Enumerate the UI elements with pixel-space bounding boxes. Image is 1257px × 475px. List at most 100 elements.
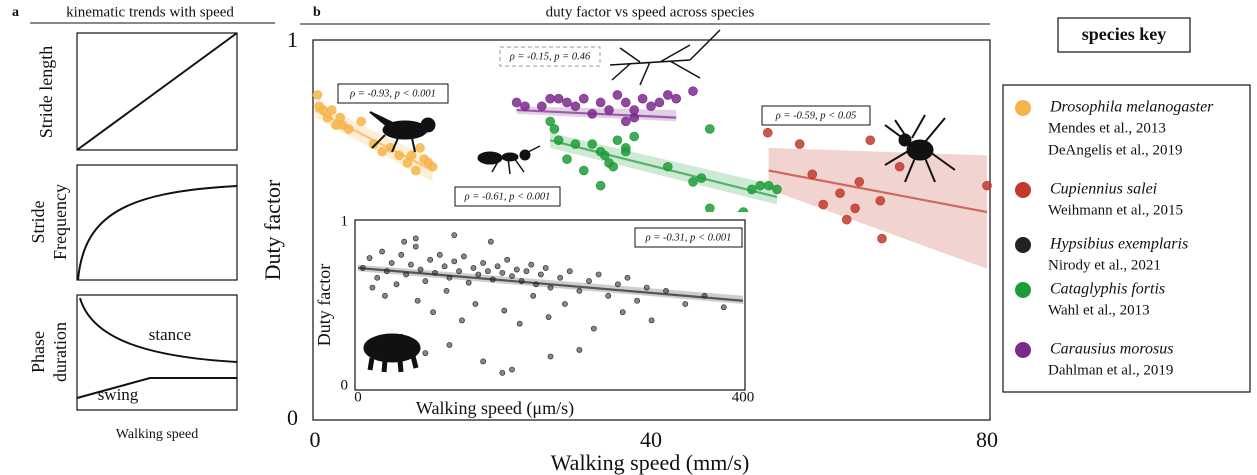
panel-title: kinematic trends with speed <box>66 4 234 20</box>
data-point <box>370 285 375 290</box>
data-point <box>538 272 543 277</box>
data-point <box>357 117 366 126</box>
data-point <box>413 236 418 241</box>
data-point <box>647 102 656 111</box>
curve-label: swing <box>98 385 139 404</box>
data-point <box>983 181 992 190</box>
data-point <box>488 239 493 244</box>
data-point <box>505 257 510 262</box>
data-point <box>437 252 442 257</box>
data-point <box>764 181 773 190</box>
data-point <box>456 269 461 274</box>
x-tick-label: 0 <box>354 389 362 405</box>
data-point <box>621 117 630 126</box>
data-point <box>524 269 529 274</box>
data-point <box>836 189 845 198</box>
data-point <box>543 265 548 270</box>
data-point <box>529 262 534 267</box>
annotation: ρ = -0.15, p = 0.46 <box>509 51 591 62</box>
data-point <box>327 106 336 115</box>
data-point <box>579 94 588 103</box>
legend-marker <box>1015 100 1031 116</box>
inset-y-label: Duty factor <box>314 264 334 346</box>
data-point <box>756 181 765 190</box>
data-point <box>621 98 630 107</box>
data-point <box>509 367 514 372</box>
data-point <box>588 140 597 149</box>
x-axis-label: Walking speed (mm/s) <box>551 450 750 475</box>
data-point <box>481 359 486 364</box>
stick-insect-silhouette <box>610 30 720 85</box>
data-point <box>773 185 782 194</box>
legend-name: Drosophila melanogaster <box>1049 99 1214 116</box>
data-point <box>689 87 698 96</box>
data-point <box>509 274 514 279</box>
data-point <box>485 269 490 274</box>
data-point <box>649 318 654 323</box>
legend-marker <box>1015 342 1031 358</box>
data-point <box>895 162 904 171</box>
data-point <box>609 162 618 171</box>
x-tick-label: 80 <box>976 427 998 452</box>
data-point <box>500 270 505 275</box>
legend-citation: Dahlman et al., 2019 <box>1048 362 1173 378</box>
legend-citation: Nirody et al., 2021 <box>1048 257 1161 273</box>
data-point <box>416 143 425 152</box>
data-point <box>621 147 630 156</box>
data-point <box>644 285 649 290</box>
schematic-curve <box>78 186 237 280</box>
data-point <box>471 265 476 270</box>
data-point <box>635 298 640 303</box>
data-point <box>878 234 887 243</box>
data-point <box>591 326 596 331</box>
data-point <box>613 90 622 99</box>
data-point <box>795 140 804 149</box>
data-point <box>415 298 420 303</box>
data-point <box>444 288 449 293</box>
legend-name: Carausius morosus <box>1050 341 1173 358</box>
data-point <box>500 370 505 375</box>
legend-marker <box>1015 237 1031 253</box>
data-point <box>554 94 563 103</box>
data-point <box>447 342 452 347</box>
legend-citation: DeAngelis et al., 2019 <box>1048 142 1183 158</box>
x-tick-label: 0 <box>310 427 321 452</box>
annotation: ρ = -0.59, p < 0.05 <box>775 110 856 121</box>
inset-x-label: Walking speed (μm/s) <box>416 398 574 419</box>
data-point <box>615 282 620 287</box>
data-point <box>461 254 466 259</box>
data-point <box>596 181 605 190</box>
data-point <box>473 301 478 306</box>
schematic-ylabel: Frequency <box>50 184 70 260</box>
data-point <box>418 267 423 272</box>
y-tick-label: 0 <box>341 377 349 393</box>
data-point <box>399 252 404 257</box>
y-tick-label: 1 <box>287 27 298 52</box>
data-point <box>495 264 500 269</box>
data-point <box>663 90 672 99</box>
data-point <box>537 102 546 111</box>
schematic-curve <box>77 33 237 150</box>
legend-marker <box>1015 182 1031 198</box>
data-point <box>481 260 486 265</box>
legend-name: Cataglyphis fortis <box>1050 281 1165 298</box>
data-point <box>517 321 522 326</box>
legend-citation: Mendes et al., 2013 <box>1048 120 1166 136</box>
data-point <box>721 305 726 310</box>
schematic-ylabel: duration <box>50 322 70 382</box>
data-point <box>663 288 668 293</box>
data-point <box>502 308 507 313</box>
data-point <box>466 280 471 285</box>
data-point <box>630 132 639 141</box>
y-tick-label: 0 <box>287 405 298 430</box>
data-point <box>423 278 428 283</box>
data-point <box>563 98 572 107</box>
data-point <box>452 233 457 238</box>
data-point <box>402 239 407 244</box>
data-point <box>423 351 428 356</box>
data-point <box>866 136 875 145</box>
data-point <box>596 272 601 277</box>
data-point <box>378 147 387 156</box>
data-point <box>876 196 885 205</box>
data-point <box>851 204 860 213</box>
